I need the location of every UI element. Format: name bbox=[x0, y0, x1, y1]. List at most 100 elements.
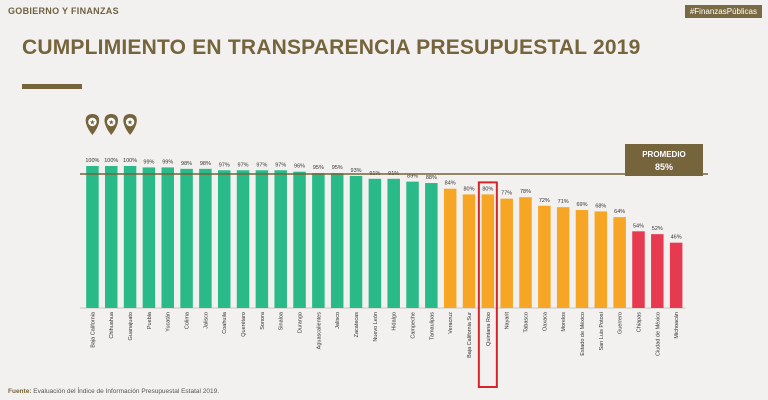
category-label: Hidalgo bbox=[392, 312, 398, 331]
data-label: 95% bbox=[332, 165, 343, 171]
data-label: 46% bbox=[671, 235, 682, 241]
category-label: Colima bbox=[185, 311, 191, 329]
bar bbox=[425, 183, 438, 308]
data-label: 96% bbox=[294, 164, 305, 170]
bar bbox=[669, 242, 683, 308]
data-label: 100% bbox=[104, 158, 118, 164]
bar bbox=[406, 181, 419, 308]
location-pin-icon: ★ bbox=[123, 114, 137, 135]
data-label: 97% bbox=[238, 162, 249, 168]
bar bbox=[236, 170, 250, 308]
data-label: 97% bbox=[256, 162, 267, 168]
average-label: PROMEDIO bbox=[642, 150, 686, 159]
bar bbox=[575, 210, 589, 308]
category-label: Sinaloa bbox=[279, 311, 285, 330]
data-label: 64% bbox=[614, 209, 625, 215]
category-label: Estado de México bbox=[580, 312, 586, 356]
average-value: 85% bbox=[655, 162, 673, 172]
bar bbox=[142, 167, 156, 308]
source-label: Fuente: bbox=[8, 388, 32, 395]
data-label: 84% bbox=[445, 181, 456, 187]
data-label: 100% bbox=[85, 158, 99, 164]
source-note: Fuente: Evaluación del Índice de Informa… bbox=[8, 388, 219, 395]
data-label: 77% bbox=[501, 191, 512, 197]
data-label: 52% bbox=[652, 226, 663, 232]
bar bbox=[293, 171, 306, 308]
bar bbox=[86, 166, 99, 308]
category-label: Zacatecas bbox=[354, 312, 360, 338]
svg-text:★: ★ bbox=[127, 119, 133, 127]
category-label: Durango bbox=[298, 312, 304, 333]
bar bbox=[556, 207, 570, 308]
category-label: Querétaro bbox=[241, 312, 247, 337]
category-label: Morelos bbox=[561, 312, 567, 332]
svg-text:★: ★ bbox=[108, 119, 114, 127]
category-label: Coahuila bbox=[222, 311, 228, 334]
bar bbox=[387, 178, 400, 308]
category-label: Veracruz bbox=[448, 312, 454, 334]
data-label: 72% bbox=[539, 198, 550, 204]
data-label: 88% bbox=[426, 175, 437, 181]
bar bbox=[443, 188, 457, 308]
bar bbox=[462, 194, 476, 308]
hashtag-badge: #FinanzasPúblicas bbox=[684, 5, 762, 18]
bar bbox=[481, 194, 495, 308]
bar bbox=[632, 231, 645, 308]
bar bbox=[594, 211, 608, 308]
data-label: 98% bbox=[181, 161, 192, 167]
category-label: Chiapas bbox=[636, 312, 642, 332]
source-text: Evaluación del Índice de Información Pre… bbox=[33, 388, 220, 395]
highlight-box bbox=[477, 181, 498, 388]
category-label: Baja California bbox=[90, 311, 96, 348]
data-label: 68% bbox=[595, 203, 606, 209]
page-title: CUMPLIMIENTO EN TRANSPARENCIA PRESUPUEST… bbox=[22, 36, 641, 59]
average-box bbox=[625, 144, 703, 176]
bar bbox=[274, 170, 287, 308]
bar bbox=[538, 205, 551, 308]
data-label: 99% bbox=[162, 159, 173, 165]
category-label: Nuevo León bbox=[373, 312, 379, 342]
data-label: 89% bbox=[407, 174, 418, 180]
bar bbox=[180, 168, 193, 308]
category-label: Baja California Sur bbox=[467, 312, 473, 358]
bar bbox=[368, 178, 382, 308]
category-label: Campeche bbox=[411, 312, 417, 339]
category-label: Quintana Roo bbox=[486, 312, 492, 346]
category-label: Yucatán bbox=[166, 312, 172, 332]
category-label: Tamaulipas bbox=[429, 312, 435, 340]
bar bbox=[500, 198, 513, 308]
category-label: San Luis Potosí bbox=[599, 312, 605, 351]
data-label: 95% bbox=[313, 165, 324, 171]
category-label: Guerrero bbox=[618, 312, 624, 334]
data-label: 80% bbox=[482, 186, 493, 192]
category-label: Puebla bbox=[147, 311, 153, 329]
bar bbox=[349, 175, 363, 308]
bar bbox=[104, 166, 118, 308]
bar bbox=[312, 173, 325, 308]
bar bbox=[199, 168, 212, 308]
location-pin-icon: ★ bbox=[85, 114, 100, 135]
category-label: Ciudad de México bbox=[655, 312, 661, 356]
location-pin-icon: ★ bbox=[104, 114, 118, 135]
data-label: 69% bbox=[576, 202, 587, 208]
category-label: Jalisco bbox=[203, 312, 209, 329]
svg-text:★: ★ bbox=[89, 119, 95, 127]
category-label: Sonora bbox=[260, 311, 266, 330]
category-label: Tabasco bbox=[524, 312, 530, 333]
bar bbox=[651, 234, 664, 308]
data-label: 99% bbox=[143, 159, 154, 165]
category-label: Oaxaca bbox=[542, 311, 548, 331]
title-underline bbox=[22, 84, 82, 89]
bar bbox=[330, 173, 344, 308]
bar bbox=[161, 167, 174, 308]
data-label: 93% bbox=[351, 168, 362, 174]
bar bbox=[255, 170, 269, 308]
data-label: 98% bbox=[200, 161, 211, 167]
data-label: 100% bbox=[123, 158, 137, 164]
data-label: 97% bbox=[219, 162, 230, 168]
data-label: 97% bbox=[275, 162, 286, 168]
category-label: Nayarit bbox=[505, 312, 511, 330]
category-label: Michoacán bbox=[674, 312, 680, 339]
section-label: GOBIERNO Y FINANZAS bbox=[8, 6, 119, 16]
